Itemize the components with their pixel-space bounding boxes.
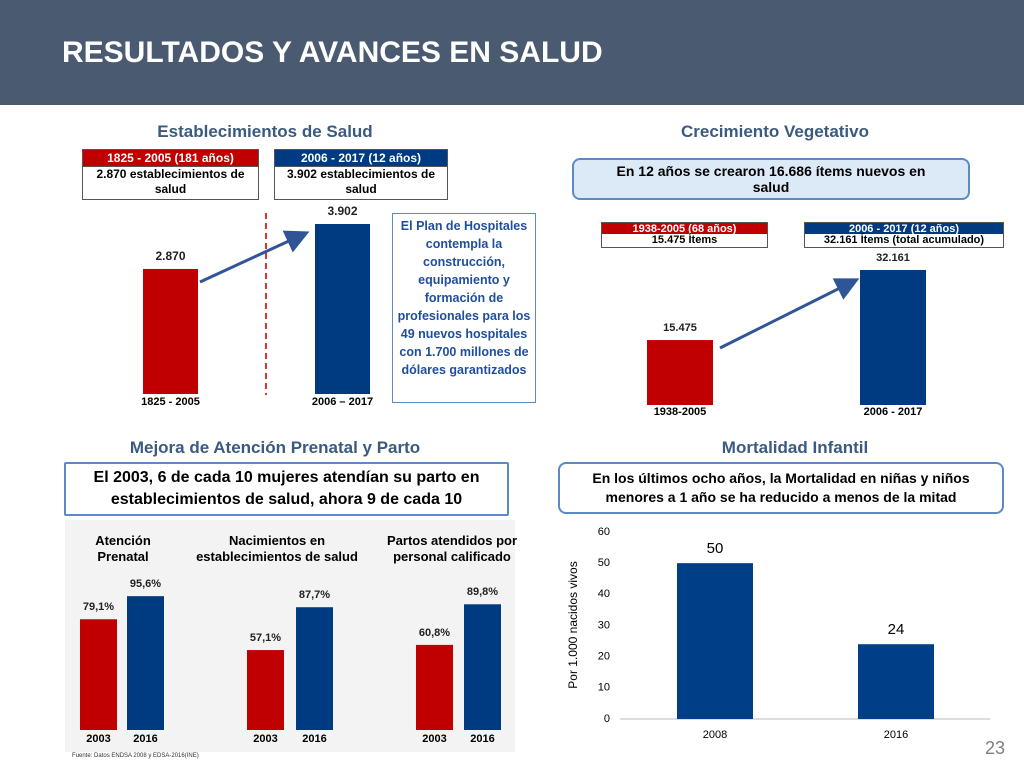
- bar: [858, 644, 934, 719]
- x-tick-label: 2003: [253, 733, 277, 745]
- bar: [296, 607, 333, 730]
- arrow: [199, 230, 310, 284]
- x-tick-label: 2016: [302, 733, 326, 745]
- value-label: 89,8%: [467, 586, 498, 598]
- value-label: 60,8%: [419, 627, 450, 639]
- y-tick-label: 10: [598, 682, 610, 694]
- chart-title: Mortalidad Infantil: [721, 438, 869, 457]
- bar: [315, 224, 370, 394]
- chart-title: Crecimiento Vegetativo: [680, 122, 870, 141]
- bar: [127, 596, 164, 730]
- value-label: 57,1%: [250, 632, 281, 644]
- chart-title: Mejora de Atención Prenatal y Parto: [129, 438, 421, 457]
- bar: [677, 563, 753, 719]
- x-tick-label: 1825 - 2005: [141, 396, 200, 408]
- value-label: 95,6%: [130, 578, 161, 590]
- callout: El 2003, 6 de cada 10 mujeres atendían s…: [64, 462, 509, 516]
- value-label: 87,7%: [299, 589, 330, 601]
- group-title: Atención Prenatal: [95, 533, 151, 564]
- bar: [464, 604, 501, 730]
- value-label: 50: [707, 540, 724, 557]
- x-tick-label: 2016: [884, 729, 908, 741]
- y-tick-label: 50: [598, 557, 610, 569]
- x-tick-label: 2016: [133, 733, 157, 745]
- box-text: 3.902 establecimientos de salud: [274, 167, 448, 200]
- group-title: Nacimientos en establecimientos de salud: [196, 533, 358, 564]
- y-tick-label: 0: [604, 713, 610, 725]
- x-tick-label: 2006 – 2017: [312, 396, 373, 408]
- bar: [80, 619, 117, 730]
- value-label: 79,1%: [83, 601, 114, 613]
- x-tick-label: 2008: [703, 729, 727, 741]
- y-tick-label: 30: [598, 619, 610, 631]
- page-number: 23: [985, 738, 1006, 758]
- x-tick-label: 2016: [470, 733, 494, 745]
- y-tick-label: 40: [598, 588, 610, 600]
- value-label: 15.475: [663, 322, 697, 334]
- box-text: 15.475 Ítems: [601, 234, 768, 248]
- bar: [647, 340, 713, 405]
- value-label: 3.902: [327, 204, 357, 218]
- x-tick-label: 1938-2005: [654, 406, 707, 418]
- callout: En 12 años se crearon 16.686 ítems nuevo…: [572, 158, 970, 200]
- box-heading: 2006 - 2017 (12 años): [274, 149, 448, 167]
- value-label: 2.870: [155, 249, 185, 263]
- x-tick-label: 2003: [86, 733, 110, 745]
- header-band: [0, 0, 1024, 105]
- slide-title: RESULTADOS Y AVANCES EN SALUD: [62, 36, 603, 69]
- group-title: Partos atendidos por personal calificado: [386, 533, 518, 564]
- bar: [860, 270, 926, 405]
- x-tick-label: 2003: [422, 733, 446, 745]
- y-tick-label: 60: [598, 526, 610, 538]
- bar: [416, 644, 453, 730]
- arrow: [719, 278, 860, 350]
- note: El Plan de Hospitales contempla la const…: [392, 213, 536, 403]
- y-axis-label: Por 1.000 nacidos vivos: [566, 561, 580, 688]
- box-text: 32.161 Ítems (total acumulado): [804, 234, 1004, 248]
- bar: [247, 650, 284, 730]
- y-tick-label: 20: [598, 651, 610, 663]
- source: Fuente: Datos ENDSA 2008 y EDSA-2016(INE…: [72, 753, 199, 759]
- box-heading: 1825 - 2005 (181 años): [82, 149, 259, 167]
- box-text: 2.870 establecimientos de salud: [82, 167, 259, 200]
- value-label: 32.161: [876, 252, 910, 264]
- x-tick-label: 2006 - 2017: [864, 406, 923, 418]
- callout: En los últimos ocho años, la Mortalidad …: [558, 462, 1004, 514]
- value-label: 24: [888, 621, 905, 638]
- bar: [143, 268, 198, 394]
- chart-title: Establecimientos de Salud: [157, 122, 373, 141]
